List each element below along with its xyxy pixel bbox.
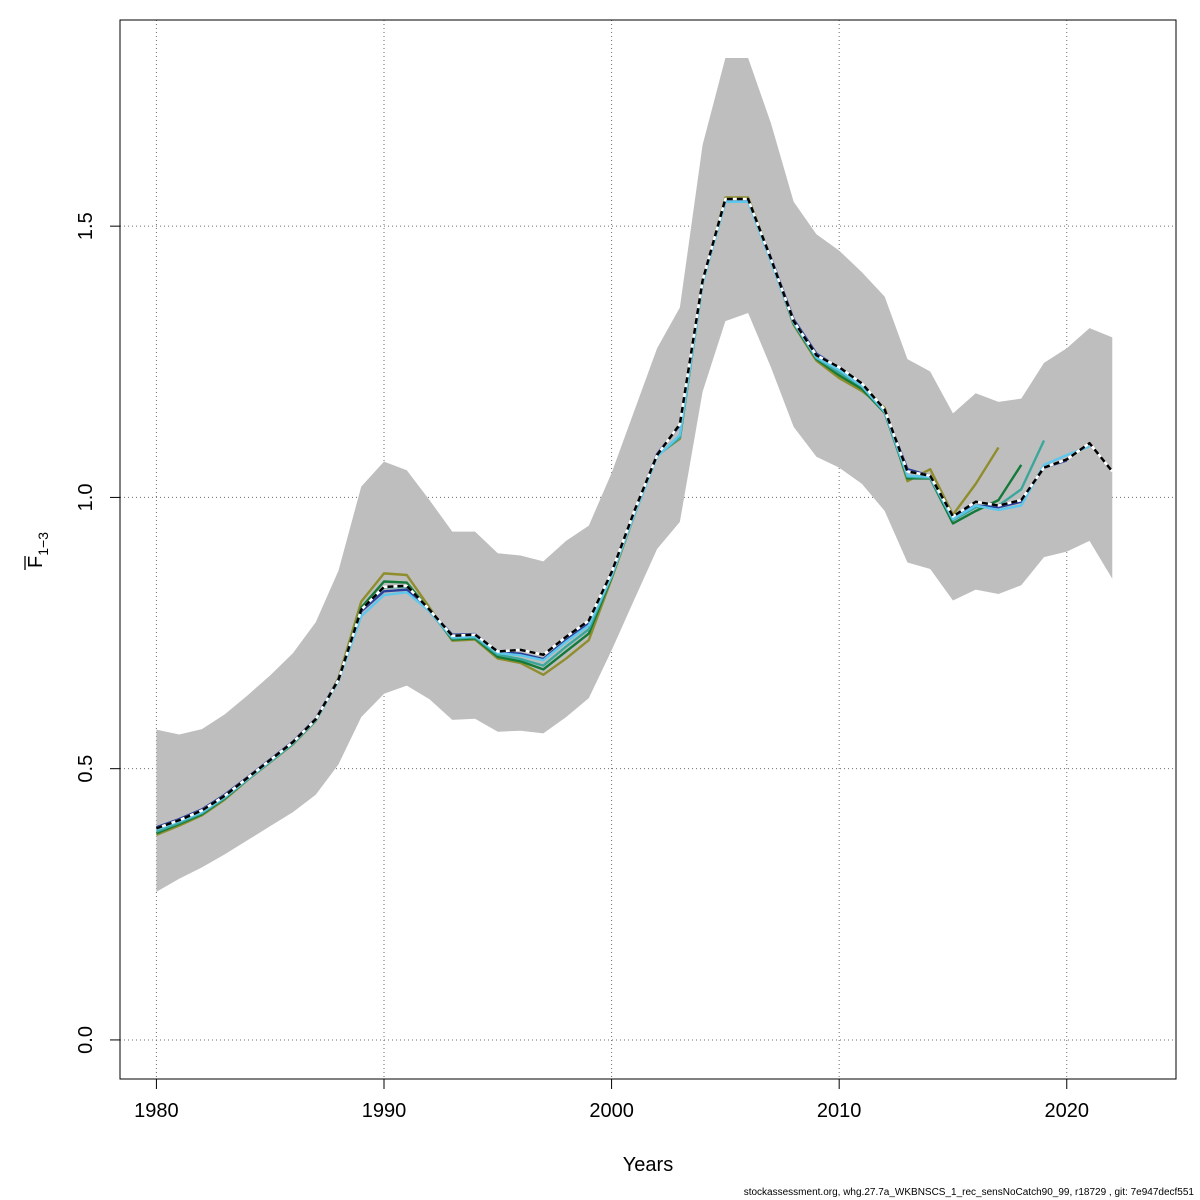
x-tick-label-1980: 1980 [134, 1100, 179, 1122]
x-tick-label-1990: 1990 [362, 1100, 407, 1122]
y-axis-title-group: F1−3 [24, 532, 51, 570]
x-axis-title: Years [623, 1154, 673, 1176]
y-tick-label-1.0: 1.0 [75, 484, 97, 512]
series-layer [155, 196, 1114, 836]
footer-attribution: stockassessment.org, whg.27.7a_WKBNSCS_1… [743, 1187, 1194, 1198]
y-tick-label-0.5: 0.5 [75, 755, 97, 783]
confidence-band [156, 57, 1113, 892]
x-tick-label-2000: 2000 [589, 1100, 634, 1122]
confidence-band-layer [156, 57, 1113, 892]
y-axis-title: F1−3 [25, 532, 51, 568]
x-tick-label-2020: 2020 [1045, 1100, 1090, 1122]
y-tick-label-0.0: 0.0 [75, 1026, 97, 1054]
y-tick-label-1.5: 1.5 [75, 212, 97, 240]
series-line-2022 [155, 197, 1114, 830]
axes: 1980 1990 2000 2010 2020 0.0 0.5 1.0 1.5 [75, 212, 1089, 1122]
y-axis-title-subscript: 1−3 [35, 532, 51, 556]
y-axis-title-main: F [25, 556, 47, 568]
x-tick-label-2010: 2010 [817, 1100, 862, 1122]
